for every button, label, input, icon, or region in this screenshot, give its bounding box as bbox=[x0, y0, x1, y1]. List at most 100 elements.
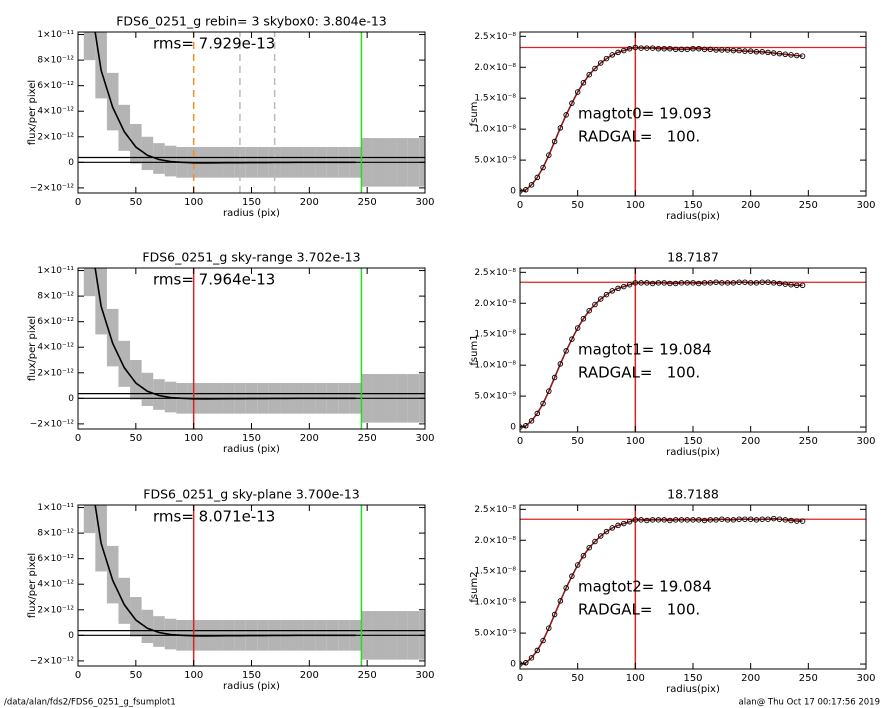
y-tick-label: −2×10⁻¹² bbox=[30, 183, 75, 193]
data-point bbox=[794, 282, 800, 289]
x-tick-label: 100 bbox=[184, 670, 203, 681]
data-point bbox=[655, 45, 662, 52]
data-point bbox=[597, 60, 604, 66]
data-point bbox=[776, 50, 783, 57]
data-point bbox=[667, 45, 673, 52]
data-point bbox=[649, 517, 656, 523]
data-point bbox=[632, 517, 639, 523]
data-point bbox=[776, 280, 783, 287]
x-tick-label: 100 bbox=[184, 433, 203, 444]
x-tick-label: 0 bbox=[75, 670, 81, 681]
data-point bbox=[724, 280, 731, 286]
scatter-cloud bbox=[153, 616, 165, 647]
data-point bbox=[638, 45, 644, 51]
x-tick-label: 300 bbox=[856, 200, 875, 211]
scatter-cloud bbox=[153, 143, 165, 174]
scatter-cloud bbox=[118, 340, 131, 387]
scatter-cloud bbox=[141, 136, 154, 170]
y-tick-label: 2.5×10⁻⁸ bbox=[474, 32, 516, 42]
data-point bbox=[523, 187, 529, 193]
panel-title: FDS6_0251_g sky-range 3.702e-13 bbox=[142, 250, 360, 265]
data-point bbox=[655, 280, 662, 286]
y-tick-label: 2×10⁻¹² bbox=[37, 368, 74, 378]
data-point bbox=[667, 517, 673, 524]
scatter-cloud bbox=[83, 32, 96, 61]
x-tick-label: 100 bbox=[626, 673, 645, 684]
x-tick-label: 200 bbox=[300, 670, 319, 681]
data-point bbox=[678, 517, 685, 523]
data-point bbox=[626, 518, 633, 525]
data-point bbox=[736, 279, 742, 285]
data-point bbox=[603, 291, 610, 298]
scatter-cloud bbox=[141, 609, 154, 643]
data-point bbox=[557, 125, 564, 131]
data-point bbox=[794, 518, 800, 524]
data-point bbox=[557, 361, 564, 367]
data-point bbox=[799, 518, 806, 524]
annotation: rms= 7.929e-13 bbox=[153, 35, 275, 53]
data-point bbox=[603, 55, 610, 62]
data-point bbox=[730, 280, 737, 286]
data-point bbox=[649, 280, 656, 287]
y-tick-label: 2.0×10⁻⁸ bbox=[474, 299, 516, 309]
data-point bbox=[574, 89, 581, 95]
scatter-cloud bbox=[106, 545, 119, 604]
data-point bbox=[719, 280, 725, 286]
panel-title: 18.7188 bbox=[667, 487, 719, 502]
data-point bbox=[770, 280, 777, 286]
y-tick-label: 2.5×10⁻⁸ bbox=[474, 268, 516, 278]
data-point bbox=[690, 517, 696, 523]
x-axis-label: radius (pix) bbox=[223, 681, 280, 692]
x-tick-label: 50 bbox=[129, 670, 142, 681]
data-point bbox=[597, 296, 604, 302]
data-point bbox=[626, 45, 633, 52]
panel-title: FDS6_0251_g rebin= 3 skybox0: 3.804e-13 bbox=[116, 14, 387, 29]
data-point bbox=[551, 611, 558, 618]
data-point bbox=[615, 522, 621, 529]
data-point bbox=[546, 625, 552, 631]
data-point bbox=[540, 400, 546, 407]
data-point bbox=[707, 46, 714, 53]
annotation: magtot2= 19.084 bbox=[578, 578, 712, 596]
y-tick-label: 6×10⁻¹² bbox=[37, 317, 74, 327]
plot-layer bbox=[78, 505, 425, 666]
data-point bbox=[788, 52, 794, 58]
data-point bbox=[603, 528, 610, 535]
data-point bbox=[724, 47, 731, 53]
data-point bbox=[776, 516, 783, 522]
y-tick-label: 0 bbox=[68, 394, 74, 404]
data-point bbox=[649, 45, 656, 51]
data-point bbox=[528, 418, 535, 424]
data-point bbox=[742, 48, 748, 54]
x-tick-label: 150 bbox=[242, 670, 261, 681]
scatter-cloud bbox=[130, 124, 142, 164]
y-tick-label: 1×10⁻¹¹ bbox=[37, 503, 74, 513]
x-tick-label: 50 bbox=[129, 433, 142, 444]
data-point bbox=[534, 174, 541, 181]
x-axis-label: radius(pix) bbox=[666, 447, 720, 458]
data-point bbox=[528, 655, 535, 661]
data-point bbox=[569, 100, 575, 106]
x-tick-label: 0 bbox=[75, 433, 81, 444]
data-point bbox=[661, 517, 667, 523]
scatter-cloud bbox=[130, 360, 142, 400]
panel: 0 50 100 150 200 250 300−2×10⁻¹²02×10⁻¹²4×10⁻¹… bbox=[27, 487, 435, 693]
data-point bbox=[770, 50, 777, 56]
data-point bbox=[615, 285, 621, 292]
data-point bbox=[747, 280, 754, 286]
annotation: RADGAL= 100. bbox=[578, 128, 700, 146]
data-point bbox=[586, 71, 592, 78]
data-point bbox=[551, 138, 558, 145]
data-point bbox=[621, 47, 627, 54]
x-tick-label: 250 bbox=[799, 436, 818, 447]
data-point bbox=[592, 538, 598, 545]
data-point bbox=[557, 598, 564, 604]
y-axis-label: fsum1 bbox=[469, 334, 480, 365]
scatter-cloud bbox=[118, 577, 131, 624]
data-point bbox=[672, 280, 679, 287]
y-tick-label: 1×10⁻¹¹ bbox=[37, 266, 74, 276]
profile-line bbox=[94, 268, 356, 400]
data-point bbox=[534, 647, 541, 654]
x-tick-label: 0 bbox=[517, 673, 523, 684]
